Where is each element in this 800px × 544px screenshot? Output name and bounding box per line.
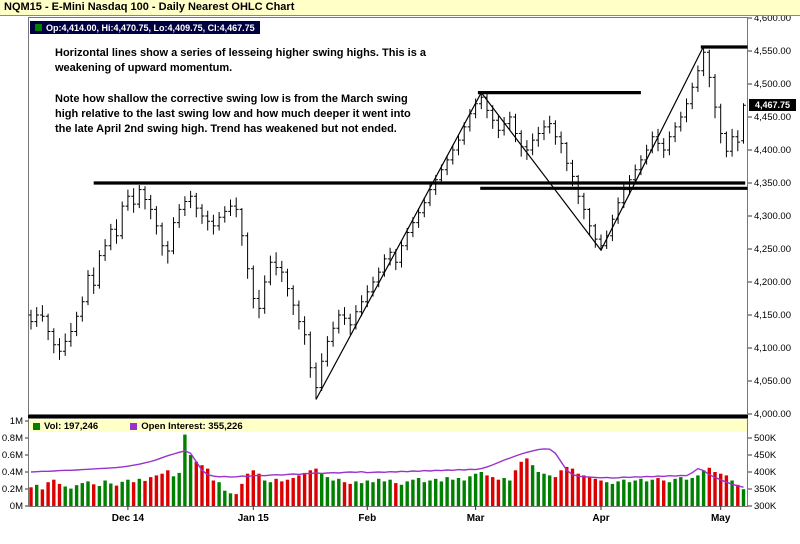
last-price-tag: 4,467.75 [749,99,796,111]
annotation-line: Horizontal lines show a series of lessei… [55,47,427,59]
svg-text:0.2M: 0.2M [2,484,23,495]
open-interest-axis-right: 500K 450K 400K 350K 300K [748,433,777,512]
price-axis: 4,600.00 4,550.00 4,500.00 4,450.00 4,400.00… [748,13,791,420]
svg-text:4,150.00: 4,150.00 [754,310,791,321]
svg-text:4,450.00: 4,450.00 [754,112,791,123]
open-interest-label: Open Interest: 355,226 [141,420,243,432]
title-bar: NQM15 - E-Mini Nasdaq 100 - Daily Neares… [0,0,800,16]
volume-legend: Vol: 197,246 Open Interest: 355,226 [30,420,747,432]
annotation-line: high relative to the last swing low and … [55,108,411,120]
svg-text:500K: 500K [754,433,777,444]
ohlc-quote-text: Op:4,414.00, Hi:4,470.75, Lo:4,409.75, C… [46,22,255,33]
quote-marker-icon [35,24,42,31]
svg-text:4,400.00: 4,400.00 [754,145,791,156]
svg-text:4,200.00: 4,200.00 [754,277,791,288]
month-axis: Dec 14 Jan 15 Feb Mar Apr May [112,506,731,524]
ohlc-bars [28,46,746,400]
svg-text:May: May [711,513,731,524]
svg-text:Dec 14: Dec 14 [112,513,145,524]
annotation-swing: Note how shallow the corrective swing lo… [55,92,411,137]
ohlc-quote-badge: Op:4,414.00, Hi:4,470.75, Lo:4,409.75, C… [30,21,260,34]
svg-text:4,550.00: 4,550.00 [754,46,791,57]
svg-text:Feb: Feb [358,513,376,524]
svg-text:0M: 0M [10,501,23,512]
volume-swatch-icon [33,422,40,430]
svg-text:Apr: Apr [592,513,609,524]
svg-text:4,050.00: 4,050.00 [754,376,791,387]
open-interest-line [30,448,744,488]
svg-text:0.4M: 0.4M [2,467,23,478]
chart-panels [28,17,748,507]
volume-bars [29,434,746,506]
svg-text:4,000.00: 4,000.00 [754,409,791,420]
svg-text:4,350.00: 4,350.00 [754,178,791,189]
svg-text:4,500.00: 4,500.00 [754,79,791,90]
svg-text:0.6M: 0.6M [2,450,23,461]
svg-text:0.8M: 0.8M [2,433,23,444]
svg-text:350K: 350K [754,484,777,495]
open-interest-swatch-icon [130,422,138,430]
annotation-line: weakening of upward momentum. [55,62,233,74]
volume-axis-left: 1M 0.8M 0.6M 0.4M 0.2M 0M [2,416,28,512]
svg-text:300K: 300K [754,501,777,512]
svg-text:Jan 15: Jan 15 [238,513,270,524]
swing-high-lines [93,45,748,190]
svg-text:4,100.00: 4,100.00 [754,343,791,354]
svg-text:Mar: Mar [467,513,485,524]
annotation-line: Note how shallow the corrective swing lo… [55,93,408,105]
svg-text:450K: 450K [754,450,777,461]
svg-text:4,250.00: 4,250.00 [754,244,791,255]
chart-title: NQM15 - E-Mini Nasdaq 100 - Daily Neares… [4,1,295,13]
svg-text:4,600.00: 4,600.00 [754,13,791,24]
svg-text:400K: 400K [754,467,777,478]
svg-text:1M: 1M [10,416,23,427]
trend-line [315,46,705,400]
volume-label: Vol: 197,246 [44,420,99,432]
annotation-line: the late April 2nd swing high. Trend has… [55,123,397,135]
svg-text:4,300.00: 4,300.00 [754,211,791,222]
annotation-momentum: Horizontal lines show a series of lessei… [55,46,426,76]
